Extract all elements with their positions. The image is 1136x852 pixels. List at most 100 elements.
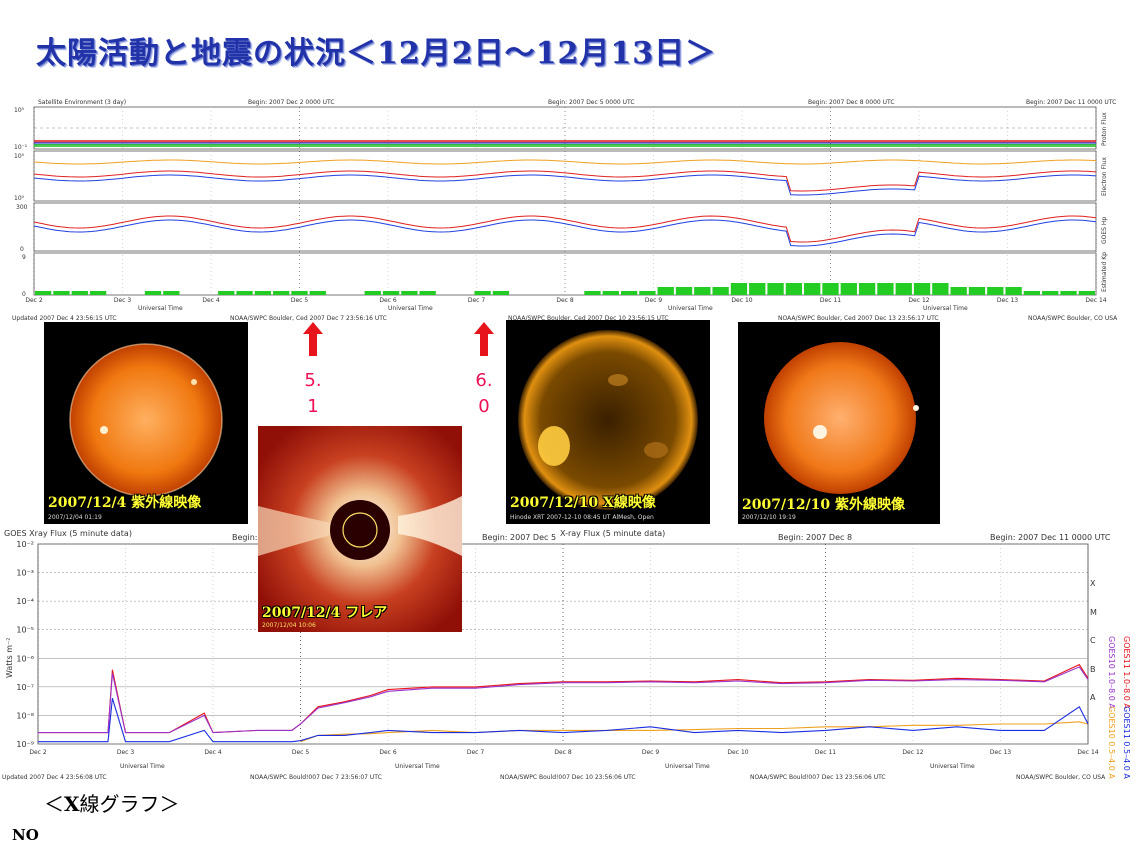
xray-xlabel-1: Universal Time bbox=[120, 763, 165, 770]
coronagraph-flare-graphic bbox=[258, 426, 462, 632]
class-x-label: X bbox=[1090, 579, 1096, 588]
sun-uv-dec4-graphic bbox=[69, 343, 223, 497]
kp-bar bbox=[71, 291, 88, 295]
xray-caption-bold: X bbox=[64, 792, 80, 816]
kp-bar bbox=[1023, 291, 1041, 295]
top-xtick-label: Dec 13 bbox=[997, 297, 1018, 304]
hp-ytick-bottom: 0 bbox=[20, 246, 24, 253]
electron-ytick-top: 10⁵ bbox=[14, 153, 25, 160]
top-footer-5: NOAA/SWPC Boulder, CO USA bbox=[1028, 315, 1118, 322]
event-arrow-1 bbox=[303, 322, 323, 356]
kp-bar bbox=[291, 291, 308, 295]
kp-bar bbox=[950, 287, 967, 295]
electron-ytick-bottom: 10⁰ bbox=[14, 195, 25, 202]
top-footer-1: Updated 2007 Dec 4 23:56:15 UTC bbox=[12, 315, 117, 322]
top-xtick-label: Dec 4 bbox=[202, 297, 220, 304]
kp-bar bbox=[858, 283, 876, 295]
class-m-label: M bbox=[1090, 608, 1097, 617]
top-header-left: Satellite Environment (3 day) bbox=[38, 99, 126, 106]
xray-header-begin-4: Begin: 2007 Dec 11 0000 UTC bbox=[990, 533, 1111, 542]
top-xtick-label: Dec 10 bbox=[731, 297, 752, 304]
kp-bar bbox=[584, 291, 601, 295]
sun-xray-dec10-graphic bbox=[518, 330, 698, 510]
uv-dec4-caption: 2007/12/4 紫外線映像 bbox=[48, 495, 202, 511]
kp-bar bbox=[822, 283, 839, 295]
kp-bar bbox=[840, 283, 857, 295]
kp-bar bbox=[895, 283, 912, 295]
legend-goes11-long: GOES11 1.0–8.0 A bbox=[1122, 636, 1131, 709]
legend-goes10-short: GOES10 0.5–4.0 A bbox=[1107, 706, 1116, 779]
xray-ytick-label: 10⁻⁴ bbox=[16, 597, 34, 606]
event-arrow-2 bbox=[474, 322, 494, 356]
uv-dec4-stamp: 2007/12/04 01:19 bbox=[48, 514, 102, 521]
xray-xtick-label: Dec 8 bbox=[554, 749, 572, 756]
uv-image-dec4: 2007/12/4 紫外線映像 2007/12/04 01:19 bbox=[44, 322, 248, 524]
event-1-label-bottom: 1 bbox=[307, 396, 319, 417]
legend-goes11-short: GOES11 0.5–4.0 A bbox=[1122, 706, 1131, 779]
xray-image-dec10: 2007/12/10 X線映像 Hinode XRT 2007-12-10 08… bbox=[506, 320, 710, 524]
event-magnitude-2: 6. 0 bbox=[469, 368, 499, 420]
top-footer-3: NOAA/SWPC Boulder, Ced 2007 Dec 10 23:56… bbox=[508, 315, 669, 322]
top-footer-4: NOAA/SWPC Boulder, Ced 2007 Dec 13 23:56… bbox=[778, 315, 939, 322]
arrow-up-icon bbox=[303, 322, 323, 356]
kp-bar bbox=[364, 291, 381, 295]
kp-bar bbox=[968, 287, 986, 295]
kp-bar bbox=[382, 291, 400, 295]
kp-bar bbox=[1005, 287, 1022, 295]
xray-footer-1: Updated 2007 Dec 4 23:56:08 UTC bbox=[2, 774, 107, 781]
kp-bar bbox=[163, 291, 180, 295]
xray-series-0 bbox=[38, 663, 1089, 734]
kp-bar bbox=[877, 283, 894, 295]
kp-bar bbox=[675, 287, 693, 295]
xray-ytick-label: 10⁻⁵ bbox=[16, 626, 34, 635]
xray-xtick-label: Dec 6 bbox=[379, 749, 397, 756]
kp-panel bbox=[33, 252, 1097, 296]
kp-bar bbox=[602, 291, 619, 295]
arrow-up-icon bbox=[474, 322, 494, 356]
kp-bar bbox=[53, 291, 70, 295]
xray-ytick-label: 10⁻⁶ bbox=[16, 654, 34, 663]
kp-bar bbox=[89, 291, 107, 295]
top-header-begin-3: Begin: 2007 Dec 8 0000 UTC bbox=[808, 99, 895, 106]
kp-bar bbox=[804, 283, 821, 295]
top-xtick-label: Dec 8 bbox=[556, 297, 574, 304]
xray-footer-4: NOAA/SWPC Bould!007 Dec 13 23:56:06 UTC bbox=[750, 774, 886, 781]
kp-bar bbox=[730, 283, 748, 295]
kp-bar bbox=[639, 291, 656, 295]
xray-series-3 bbox=[38, 698, 1089, 743]
sun-uv-dec10-graphic bbox=[764, 342, 919, 494]
top-xtick-label: Dec 3 bbox=[114, 297, 132, 304]
electron-flux-label: Electron Flux bbox=[1101, 157, 1108, 196]
footer-note: NO bbox=[12, 826, 39, 844]
kp-bar bbox=[1042, 291, 1059, 295]
top-chart-traces: Dec 2 Dec 3 Dec 4 Dec 5 Dec 6 Dec 7 Dec 8 Dec 9… bbox=[25, 107, 1107, 304]
estimated-kp-label: Estimated Kp bbox=[1101, 252, 1108, 292]
kp-bar bbox=[309, 291, 326, 295]
top-header-begin-1: Begin: 2007 Dec 2 0000 UTC bbox=[248, 99, 335, 106]
uv-dec10-caption: 2007/12/10 紫外線映像 bbox=[742, 497, 906, 513]
kp-bar bbox=[218, 291, 235, 295]
xray-ytick-label: 10⁻³ bbox=[16, 569, 34, 578]
xray-xtick-label: Dec 7 bbox=[467, 749, 485, 756]
hp-ytick-top: 300 bbox=[16, 204, 28, 211]
xray-flux-chart: GOES Xray Flux (5 minute data) Begin: 20… bbox=[0, 526, 1136, 784]
xray-flux-plot: GOES Xray Flux (5 minute data) Begin: 20… bbox=[2, 529, 1131, 781]
top-xtick-label: Dec 11 bbox=[820, 297, 841, 304]
xray-xlabel-3: Universal Time bbox=[665, 763, 710, 770]
proton-ytick-top: 10⁵ bbox=[14, 107, 25, 114]
kp-bar bbox=[749, 283, 766, 295]
event-2-label-top: 6. bbox=[475, 370, 493, 391]
hp-blue-trace bbox=[33, 219, 1097, 247]
kp-bar bbox=[35, 291, 52, 295]
event-magnitude-1: 5. 1 bbox=[298, 368, 328, 420]
class-b-label: B bbox=[1090, 665, 1096, 674]
kp-ytick-top: 9 bbox=[22, 254, 26, 261]
uv-image-dec10: 2007/12/10 紫外線映像 2007/12/10 19:19 bbox=[738, 322, 940, 524]
page-title: 太陽活動と地震の状況＜12月2日～12月13日＞ bbox=[36, 36, 717, 71]
kp-bar bbox=[913, 283, 931, 295]
flare-caption: 2007/12/4 フレア bbox=[262, 605, 388, 621]
xray-footer-3: NOAA/SWPC Bould!007 Dec 10 23:56:06 UTC bbox=[500, 774, 636, 781]
xray-ytick-label: 10⁻² bbox=[16, 540, 34, 549]
xray-caption-pre: ＜ bbox=[44, 792, 64, 816]
